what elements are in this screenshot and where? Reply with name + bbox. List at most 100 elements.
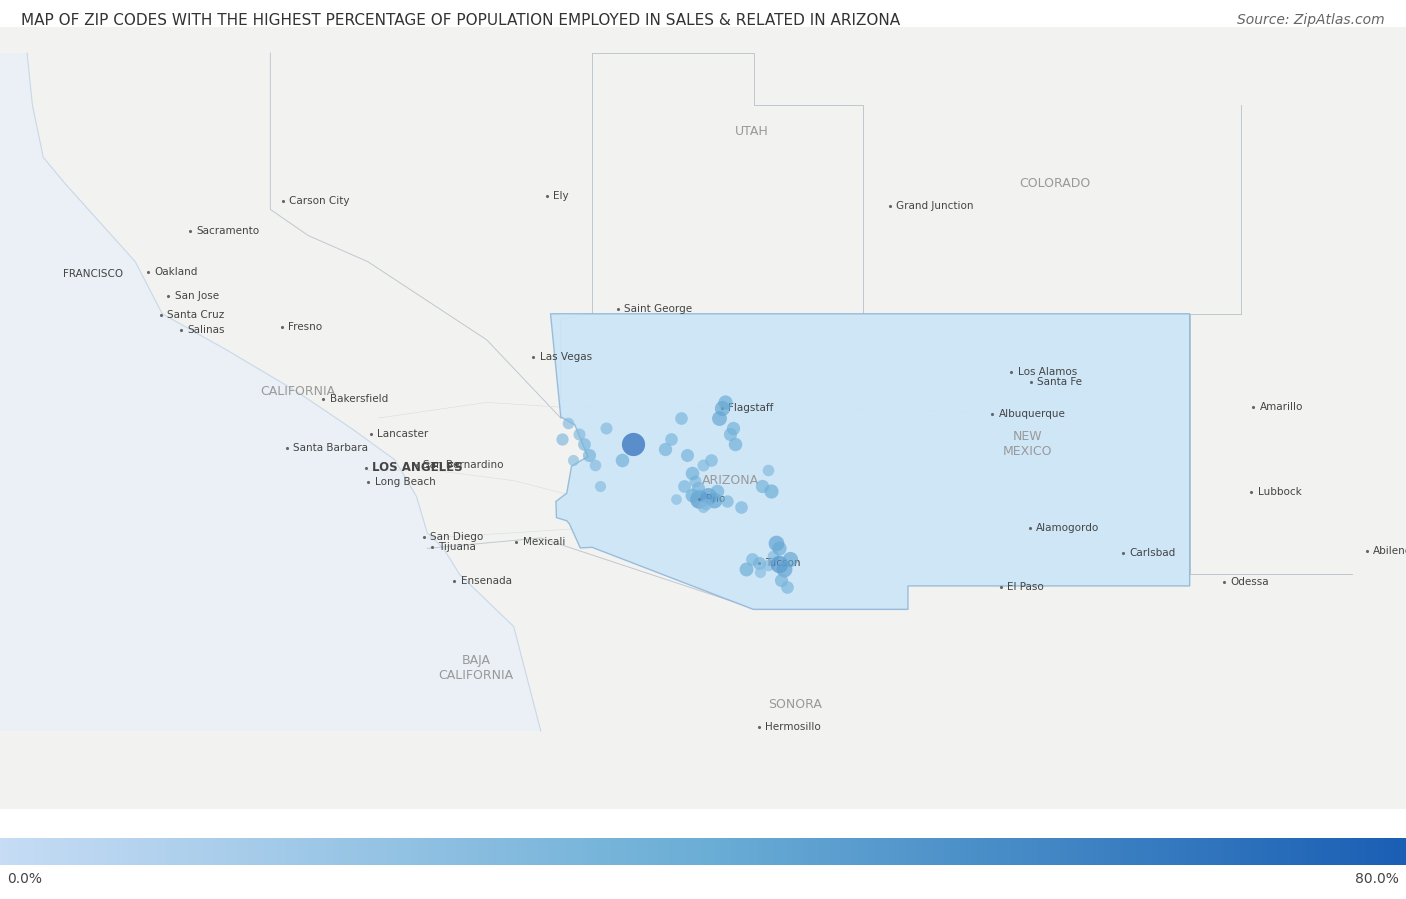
Point: [735, 562, 758, 576]
Text: SONORA: SONORA: [768, 699, 823, 711]
Text: Pho: Pho: [706, 494, 725, 503]
Text: Odessa: Odessa: [1230, 577, 1268, 587]
Point: [762, 549, 785, 564]
Text: Las Vegas: Las Vegas: [540, 352, 592, 362]
Text: Ely: Ely: [553, 191, 569, 201]
Text: FRANCISCO: FRANCISCO: [63, 269, 124, 279]
FancyBboxPatch shape: [0, 27, 1406, 809]
Text: Bakersfield: Bakersfield: [330, 394, 388, 404]
Text: Salinas: Salinas: [187, 325, 225, 335]
Point: [551, 432, 574, 446]
Point: [568, 426, 591, 441]
Point: [768, 556, 790, 571]
Text: Source: ZipAtlas.com: Source: ZipAtlas.com: [1237, 13, 1385, 28]
Point: [675, 448, 697, 462]
Point: [695, 497, 717, 512]
Text: 0.0%: 0.0%: [7, 872, 42, 886]
Text: Carlsbad: Carlsbad: [1129, 547, 1175, 557]
Point: [716, 494, 738, 509]
Text: Lubbock: Lubbock: [1258, 487, 1302, 497]
Point: [748, 565, 770, 579]
Text: LOS ANGELES: LOS ANGELES: [373, 461, 463, 474]
Text: Long Beach: Long Beach: [375, 477, 436, 487]
Text: Alamogordo: Alamogordo: [1036, 522, 1099, 532]
Text: Hermosillo: Hermosillo: [765, 722, 821, 733]
Text: Oakland: Oakland: [155, 267, 197, 277]
Text: Lancaster: Lancaster: [377, 429, 429, 439]
Point: [572, 437, 595, 451]
Point: [659, 432, 682, 446]
Text: Ensenada: Ensenada: [461, 576, 512, 586]
Point: [748, 556, 770, 570]
Text: Mexicali: Mexicali: [523, 537, 565, 547]
Text: Grand Junction: Grand Junction: [896, 201, 973, 211]
Point: [681, 488, 703, 503]
Point: [703, 494, 725, 508]
Point: [686, 481, 709, 495]
Point: [741, 552, 763, 566]
Point: [583, 458, 606, 472]
Text: MAP OF ZIP CODES WITH THE HIGHEST PERCENTAGE OF POPULATION EMPLOYED IN SALES & R: MAP OF ZIP CODES WITH THE HIGHEST PERCEN…: [21, 13, 900, 29]
Point: [706, 484, 728, 498]
Point: [770, 573, 793, 587]
Text: NEW
MEXICO: NEW MEXICO: [1002, 430, 1052, 458]
Point: [671, 411, 693, 425]
Point: [665, 492, 688, 506]
Text: Saint George: Saint George: [624, 304, 692, 314]
Point: [751, 478, 773, 493]
Point: [595, 422, 617, 436]
Text: Fresno: Fresno: [288, 323, 322, 333]
Point: [692, 500, 714, 514]
Point: [710, 400, 733, 414]
Point: [621, 437, 644, 451]
Text: Los Alamos: Los Alamos: [1018, 367, 1077, 377]
Text: Flagstaff: Flagstaff: [728, 403, 773, 413]
Text: Santa Cruz: Santa Cruz: [167, 310, 225, 320]
Point: [756, 558, 779, 573]
Text: Amarillo: Amarillo: [1260, 402, 1303, 412]
Text: San Jose: San Jose: [174, 291, 219, 301]
Point: [713, 396, 735, 410]
Point: [709, 411, 731, 425]
Text: San Diego: San Diego: [430, 532, 484, 542]
Point: [718, 426, 741, 441]
Point: [557, 416, 579, 431]
Point: [768, 541, 790, 556]
Text: CALIFORNIA: CALIFORNIA: [260, 386, 335, 398]
Text: San Bernardino: San Bernardino: [423, 460, 503, 470]
Text: Carson City: Carson City: [290, 196, 350, 206]
Text: Abilene: Abilene: [1374, 546, 1406, 556]
Point: [673, 478, 696, 493]
Point: [654, 442, 676, 457]
Text: Tijuana: Tijuana: [439, 542, 475, 552]
Point: [589, 478, 612, 493]
Point: [578, 448, 600, 462]
Text: Albuquerque: Albuquerque: [998, 409, 1066, 419]
Point: [697, 489, 720, 503]
Point: [562, 452, 585, 467]
Polygon shape: [0, 53, 541, 731]
Point: [765, 536, 787, 550]
Point: [721, 422, 744, 436]
Text: 80.0%: 80.0%: [1355, 872, 1399, 886]
Polygon shape: [551, 314, 1189, 610]
Point: [700, 452, 723, 467]
Point: [688, 492, 710, 506]
Text: El Paso: El Paso: [1008, 582, 1045, 592]
Point: [681, 466, 703, 480]
Text: ARIZONA: ARIZONA: [702, 474, 759, 487]
Point: [759, 484, 782, 498]
Point: [730, 500, 752, 514]
Point: [779, 552, 801, 566]
Point: [756, 463, 779, 477]
Text: Santa Barbara: Santa Barbara: [292, 443, 368, 453]
Text: Santa Fe: Santa Fe: [1038, 377, 1083, 387]
Point: [773, 562, 796, 576]
Point: [776, 581, 799, 595]
Point: [610, 452, 633, 467]
Text: Tucson: Tucson: [765, 558, 800, 568]
Point: [683, 474, 706, 488]
Text: COLORADO: COLORADO: [1019, 177, 1090, 190]
Text: UTAH: UTAH: [735, 125, 769, 138]
Point: [692, 458, 714, 472]
